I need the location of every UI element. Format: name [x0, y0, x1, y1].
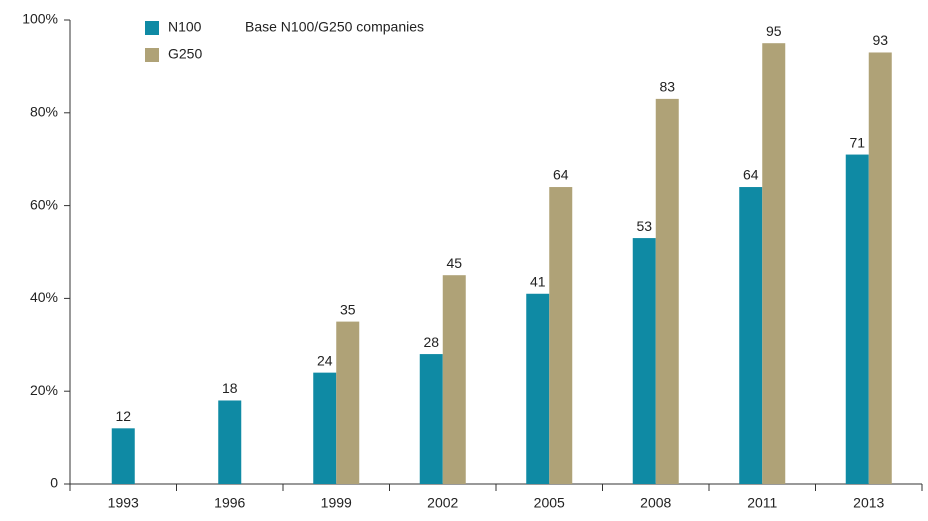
value-label: 95 [766, 23, 782, 39]
value-label: 41 [530, 273, 546, 289]
x-tick-label: 1996 [214, 495, 245, 511]
legend-swatch [145, 21, 159, 35]
x-tick-label: 2013 [853, 495, 884, 511]
x-tick-label: 1993 [108, 495, 139, 511]
bar [336, 321, 360, 484]
legend-label: G250 [168, 46, 202, 62]
value-label: 35 [340, 301, 356, 317]
value-label: 53 [636, 218, 652, 234]
value-label: 28 [423, 334, 439, 350]
value-label: 45 [446, 255, 462, 271]
bar [419, 354, 443, 484]
bar [762, 43, 786, 484]
bar [111, 428, 135, 484]
value-label: 93 [872, 32, 888, 48]
value-label: 24 [317, 352, 333, 368]
bar [845, 154, 869, 484]
bar [313, 372, 337, 484]
y-tick-label: 40% [30, 289, 58, 305]
x-tick-label: 1999 [321, 495, 352, 511]
bar [526, 293, 550, 484]
legend-swatch [145, 48, 159, 62]
annotation: Base N100/G250 companies [245, 19, 424, 35]
bar [442, 275, 466, 484]
bar [632, 238, 656, 484]
y-tick-label: 80% [30, 104, 58, 120]
bar [739, 187, 763, 485]
legend-label: N100 [168, 19, 202, 35]
value-label: 12 [115, 408, 131, 424]
y-tick-label: 0 [50, 475, 58, 491]
value-label: 71 [849, 134, 865, 150]
value-label: 64 [553, 167, 569, 183]
y-tick-label: 60% [30, 196, 58, 212]
bar [218, 400, 242, 484]
x-tick-label: 2008 [640, 495, 671, 511]
x-tick-label: 2005 [534, 495, 565, 511]
x-tick-label: 2011 [747, 495, 777, 511]
y-tick-label: 20% [30, 382, 58, 398]
value-label: 18 [222, 380, 238, 396]
y-tick-label: 100% [22, 11, 58, 27]
value-label: 83 [659, 79, 675, 95]
bar [868, 52, 892, 484]
bar [655, 98, 679, 484]
x-tick-label: 2002 [427, 495, 458, 511]
bar [549, 187, 573, 485]
value-label: 64 [743, 167, 759, 183]
